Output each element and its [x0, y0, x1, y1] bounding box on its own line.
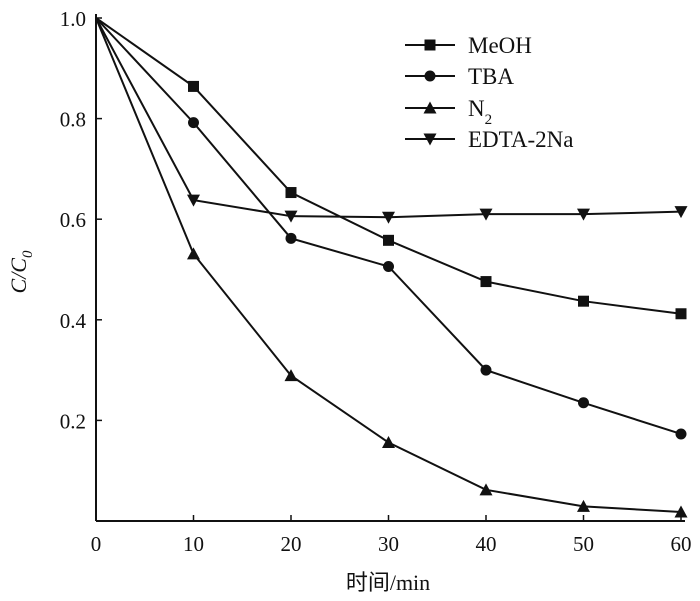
legend-label: TBA: [468, 64, 514, 89]
data-point-edta-2na: [674, 206, 688, 219]
series-group: [95, 17, 688, 518]
series-line-edta-2na: [95, 17, 682, 219]
data-point-n2: [187, 247, 200, 260]
x-tick-label: 40: [476, 532, 497, 556]
legend-label-main: EDTA-2Na: [468, 127, 573, 152]
x-tick-label: 50: [573, 532, 594, 556]
legend-marker-triangle-down: [423, 133, 437, 146]
y-tick-label: 0.8: [60, 108, 86, 132]
data-point-tba: [383, 260, 394, 272]
data-point-meoh: [480, 276, 492, 288]
data-point-tba: [578, 397, 589, 409]
x-tick-label: 60: [671, 532, 692, 556]
data-point-n2: [674, 505, 688, 518]
data-point-tba: [675, 428, 687, 440]
x-tick-label: 30: [378, 532, 399, 556]
legend-label-main: N: [468, 96, 485, 121]
ticks: 0 10 20 30 40 50 60 0.2 0.4 0.6 0.8 1.0: [60, 7, 692, 556]
data-point-n2: [479, 483, 493, 496]
legend-label-sub: 2: [485, 112, 493, 128]
data-point-meoh: [675, 308, 687, 320]
series-edta-2na: [95, 17, 688, 224]
data-point-edta-2na: [382, 211, 395, 224]
series-n2: [95, 17, 688, 518]
legend-label-main: MeOH: [468, 33, 532, 58]
y-tick-label: 1.0: [60, 7, 86, 31]
legend-marker-circle: [424, 70, 436, 82]
data-point-meoh: [578, 295, 589, 307]
data-point-edta-2na: [187, 194, 200, 207]
data-point-edta-2na: [284, 210, 298, 223]
legend-label: N2: [468, 96, 492, 128]
data-point-tba: [480, 364, 492, 376]
y-axis-label-main: C/C: [6, 258, 31, 294]
legend-marker-square: [424, 39, 436, 51]
y-tick-label: 0.6: [60, 208, 86, 232]
legend-marker-triangle-up: [423, 101, 437, 114]
x-tick-label: 10: [183, 532, 204, 556]
data-point-tba: [188, 117, 199, 129]
data-point-meoh: [285, 187, 297, 199]
legend-item-edta-2na: EDTA-2Na: [405, 127, 573, 152]
data-point-meoh: [188, 80, 199, 92]
legend-item-tba: TBA: [405, 64, 514, 89]
y-tick-label: 0.4: [60, 309, 87, 333]
legend-item-n2: N2: [405, 96, 492, 128]
data-point-edta-2na: [479, 208, 493, 221]
y-tick-label: 0.2: [60, 409, 86, 433]
legend-label: MeOH: [468, 33, 532, 58]
data-point-n2: [577, 499, 590, 512]
data-point-meoh: [383, 234, 394, 246]
data-point-tba: [285, 232, 297, 244]
data-point-n2: [284, 369, 298, 382]
legend-label: EDTA-2Na: [468, 127, 573, 152]
data-point-edta-2na: [577, 208, 590, 221]
series-tba: [95, 17, 687, 440]
data-point-n2: [382, 436, 395, 449]
x-tick-label: 20: [281, 532, 302, 556]
legend-item-meoh: MeOH: [405, 33, 532, 58]
x-tick-label: 0: [91, 532, 102, 556]
y-axis-label-sub: 0: [20, 250, 36, 258]
x-axis-label: 时间/min: [346, 570, 430, 595]
legend-label-main: TBA: [468, 64, 514, 89]
series-meoh: [95, 17, 687, 320]
y-axis-label: C/C0: [6, 250, 36, 293]
